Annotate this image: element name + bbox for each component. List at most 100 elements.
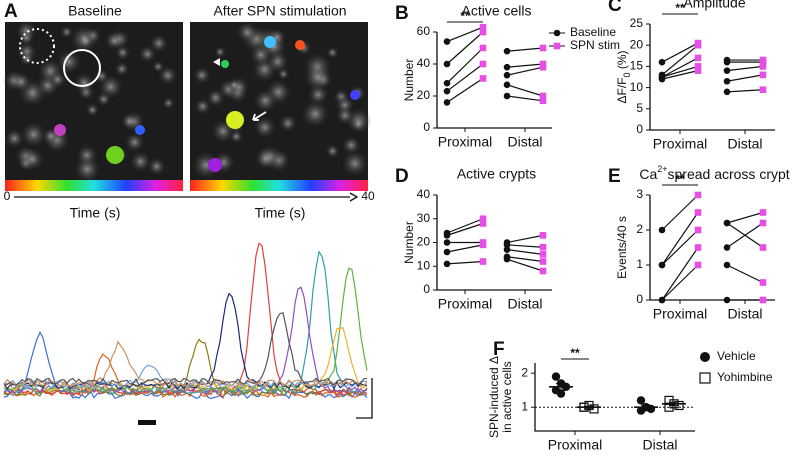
cell-blob xyxy=(69,24,100,54)
pair-line xyxy=(446,260,484,265)
trace xyxy=(3,340,368,388)
pair-line xyxy=(446,77,484,103)
y-axis-label: SPN-induced Δ xyxy=(487,356,501,438)
y-tick-label: 5 xyxy=(636,101,643,115)
vehicle-point xyxy=(551,372,561,381)
cell-blob xyxy=(19,51,35,66)
baseline-point xyxy=(723,58,731,66)
y-tick-label: 15 xyxy=(630,59,644,73)
x-tick-label: Distal xyxy=(507,134,542,150)
image-title: After SPN stimulation xyxy=(213,3,346,19)
panel-label: F xyxy=(493,339,505,360)
y-tick-label: 1 xyxy=(636,257,643,271)
cell-blob xyxy=(48,70,67,89)
pair-line xyxy=(506,244,544,248)
text-part: (%) xyxy=(615,50,629,72)
stim-point xyxy=(759,244,767,251)
baseline-point xyxy=(443,38,451,45)
cell-blob xyxy=(341,149,369,178)
cell-blob xyxy=(56,49,82,75)
chart-title: Amplitude xyxy=(683,0,745,11)
x-tick-label: Distal xyxy=(727,136,762,152)
cell-blob xyxy=(227,78,241,92)
baseline-point xyxy=(658,296,666,304)
y-axis-label: Number xyxy=(402,221,416,264)
colorbar-tick: 40 xyxy=(361,189,375,203)
pair-line xyxy=(446,222,484,236)
stim-point xyxy=(539,92,547,100)
cell-blob xyxy=(266,49,290,74)
pair-line xyxy=(661,247,699,301)
time-scale-bar xyxy=(138,420,156,425)
y-tick-label: 3 xyxy=(636,187,643,201)
chart-title: Active crypts xyxy=(457,166,536,182)
chart-title: Ca2+spread across crypt xyxy=(639,164,789,181)
y-axis-label: in active cells xyxy=(500,361,514,432)
cell-blob xyxy=(162,96,175,110)
stim-point xyxy=(759,219,767,227)
pair-line xyxy=(446,26,484,43)
baseline-point xyxy=(503,71,511,79)
baseline-point xyxy=(443,79,451,87)
cell-texture xyxy=(2,20,372,184)
y-tick-label: 2 xyxy=(636,222,643,236)
legend-marker xyxy=(699,372,711,384)
pair-line xyxy=(661,70,699,80)
significance-label: ** xyxy=(570,346,580,360)
active-cell xyxy=(54,124,66,136)
x-tick-label: Distal xyxy=(727,306,762,322)
cell-blob xyxy=(300,99,330,129)
traces xyxy=(3,242,368,400)
error-bar xyxy=(584,405,594,409)
baseline-point xyxy=(443,239,451,246)
x-tick-label: Proximal xyxy=(438,134,492,150)
y-tick-label: 0 xyxy=(423,120,430,134)
legend-marker xyxy=(553,29,561,37)
subscript: 0 xyxy=(622,72,632,77)
trace xyxy=(3,292,368,391)
active-cell xyxy=(208,158,222,172)
stim-point xyxy=(539,258,547,265)
y-tick-label: 1 xyxy=(521,399,528,413)
active-cell xyxy=(135,125,145,135)
pair-line xyxy=(506,63,544,68)
baseline-point xyxy=(443,99,451,106)
stim-point xyxy=(759,63,767,70)
pair-line xyxy=(726,89,764,93)
roi-dotted xyxy=(19,28,55,64)
y-tick-label: 0 xyxy=(636,292,643,306)
cell-blob xyxy=(151,60,165,73)
cell-blob xyxy=(235,20,259,44)
cell-blob xyxy=(104,30,124,51)
pair-line xyxy=(661,229,699,266)
cell-blob xyxy=(11,71,32,93)
error-bar xyxy=(669,401,679,406)
y-axis-label: Number xyxy=(402,59,416,102)
time-label: Time (s) xyxy=(70,205,121,221)
y-tick-label: 10 xyxy=(630,80,644,94)
stim-point xyxy=(479,44,487,52)
baseline-point xyxy=(723,219,731,227)
active-cell xyxy=(295,40,305,50)
pair-line xyxy=(661,57,699,78)
y-tick-label: 20 xyxy=(630,37,644,51)
baseline-point xyxy=(443,248,451,256)
arrowhead xyxy=(213,58,220,66)
chart-title: Active cells xyxy=(461,3,531,19)
legend-label: SPN stim xyxy=(570,38,620,52)
pair-line xyxy=(661,42,699,63)
stim-point xyxy=(694,63,702,70)
x-tick-label: Proximal xyxy=(653,306,707,322)
stim-point xyxy=(694,261,702,269)
trace xyxy=(3,267,368,393)
yohimbine-point xyxy=(584,400,594,411)
cell-blob xyxy=(129,150,152,173)
y-tick-label: 20 xyxy=(417,235,431,249)
cell-blob xyxy=(97,73,124,100)
active-cell xyxy=(221,60,229,68)
baseline-point xyxy=(723,261,731,269)
trace xyxy=(3,326,368,392)
stim-point xyxy=(759,296,767,304)
pair-line xyxy=(661,264,699,301)
